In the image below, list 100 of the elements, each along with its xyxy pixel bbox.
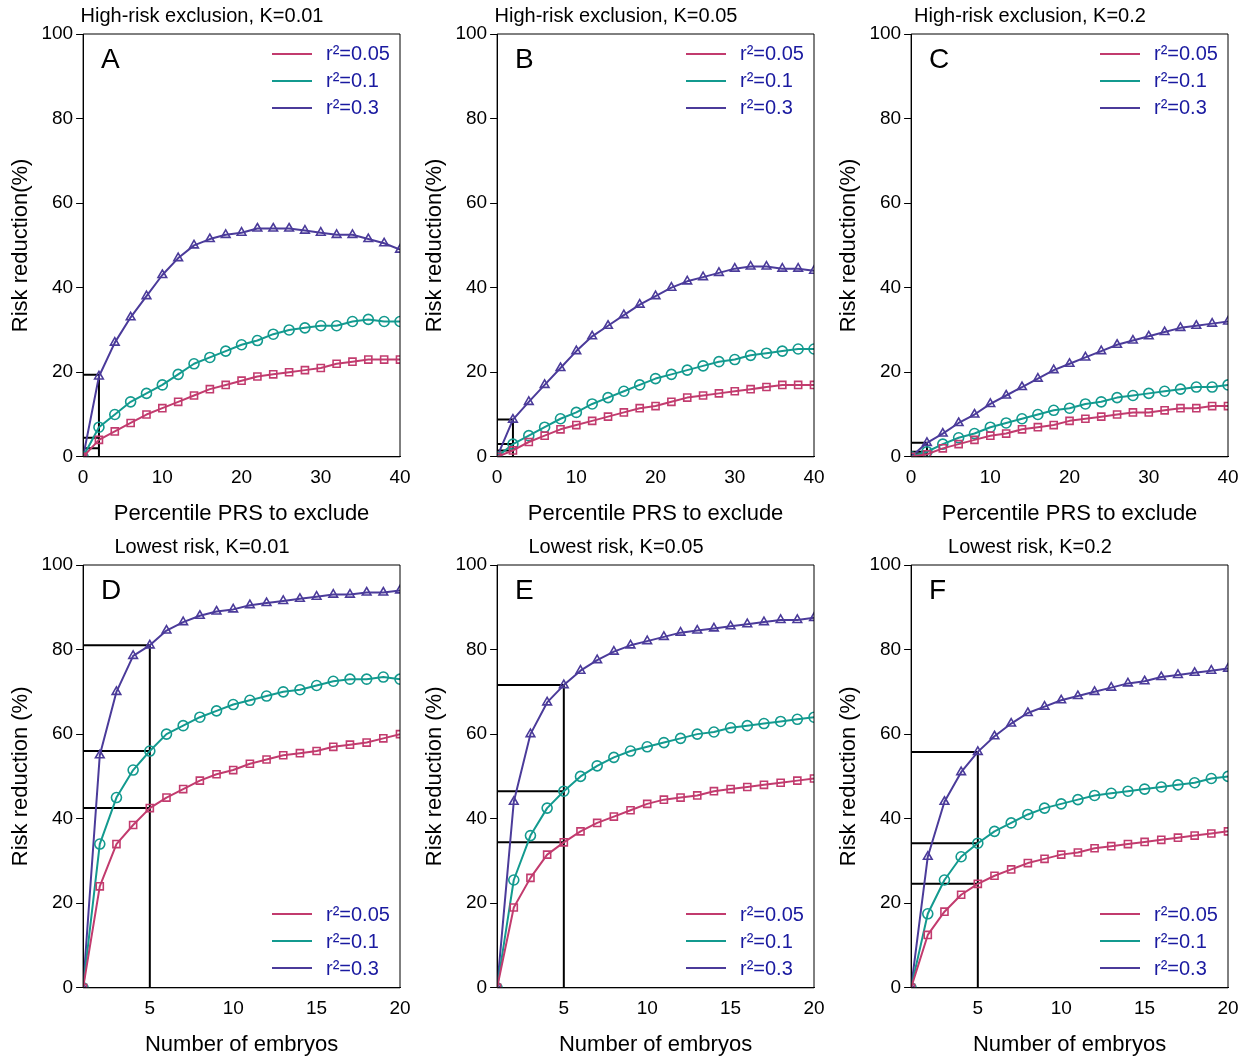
legend-label: r²=0.3 xyxy=(1154,955,1207,981)
y-tick-label: 0 xyxy=(476,976,488,998)
x-tick-label: 10 xyxy=(1050,997,1072,1019)
legend-label: r²=0.05 xyxy=(1154,901,1218,927)
x-tick-label: 15 xyxy=(306,997,328,1019)
y-tick-label: 80 xyxy=(51,106,74,128)
y-tick-label: 80 xyxy=(879,637,902,659)
y-tick-label: 60 xyxy=(465,191,488,213)
x-tick-label: 30 xyxy=(1138,466,1160,488)
x-tick-label: 10 xyxy=(151,466,173,488)
x-tick-label: 30 xyxy=(724,466,746,488)
x-tick-label: 5 xyxy=(144,997,156,1019)
y-axis-title: Risk reduction (%) xyxy=(421,686,447,867)
y-tick-label: 40 xyxy=(879,275,902,297)
chart-title: Lowest risk, K=0.01 xyxy=(114,534,290,557)
annotation: C xyxy=(929,42,950,74)
legend-label: r²=0.05 xyxy=(326,41,390,66)
legend-label: r²=0.1 xyxy=(1154,68,1207,93)
y-tick-label: 0 xyxy=(62,976,74,998)
y-axis-title: Risk reduction(%) xyxy=(835,158,861,333)
x-axis-title: Percentile PRS to exclude xyxy=(941,499,1198,525)
x-axis-title: Number of embryos xyxy=(144,1030,339,1056)
y-tick-label: 80 xyxy=(465,637,488,659)
x-axis-title: Percentile PRS to exclude xyxy=(113,499,370,525)
legend-label: r²=0.05 xyxy=(326,901,390,927)
x-tick-label: 0 xyxy=(491,466,503,488)
x-tick-label: 20 xyxy=(803,997,825,1019)
legend-label: r²=0.1 xyxy=(1154,928,1207,954)
y-tick-label: 20 xyxy=(51,891,74,913)
y-tick-label: 60 xyxy=(879,191,902,213)
x-tick-label: 5 xyxy=(972,997,984,1019)
y-tick-label: 0 xyxy=(476,445,488,467)
legend-label: r²=0.3 xyxy=(1154,95,1207,120)
y-tick-label: 100 xyxy=(869,553,902,575)
legend-label: r²=0.05 xyxy=(1154,41,1218,66)
x-tick-label: 30 xyxy=(310,466,332,488)
x-tick-label: 20 xyxy=(1217,997,1239,1019)
y-tick-label: 40 xyxy=(51,806,74,828)
y-tick-label: 40 xyxy=(465,806,488,828)
y-axis-title: Risk reduction(%) xyxy=(7,158,33,333)
legend-label: r²=0.3 xyxy=(740,95,793,120)
annotation: F xyxy=(929,573,947,605)
x-tick-label: 40 xyxy=(803,466,825,488)
y-tick-label: 100 xyxy=(455,22,488,44)
x-axis-title: Number of embryos xyxy=(558,1030,753,1056)
y-axis-title: Risk reduction (%) xyxy=(7,686,33,867)
x-tick-label: 20 xyxy=(644,466,667,488)
legend-label: r²=0.05 xyxy=(740,901,804,927)
chart-title: Lowest risk, K=0.05 xyxy=(528,534,704,557)
y-tick-label: 80 xyxy=(879,106,902,128)
y-tick-label: 40 xyxy=(465,275,488,297)
y-axis-title: Risk reduction (%) xyxy=(835,686,861,867)
x-tick-label: 20 xyxy=(230,466,253,488)
x-tick-label: 10 xyxy=(636,997,658,1019)
y-tick-label: 40 xyxy=(879,806,902,828)
y-tick-label: 0 xyxy=(890,976,902,998)
y-tick-label: 100 xyxy=(41,22,74,44)
chart-title: Lowest risk, K=0.2 xyxy=(948,534,1112,557)
y-tick-label: 80 xyxy=(51,637,74,659)
x-tick-label: 10 xyxy=(222,997,244,1019)
x-tick-label: 0 xyxy=(77,466,89,488)
chart-title: High-risk exclusion, K=0.01 xyxy=(80,3,324,26)
x-tick-label: 15 xyxy=(1134,997,1156,1019)
y-tick-label: 60 xyxy=(879,722,902,744)
y-tick-label: 60 xyxy=(51,191,74,213)
y-tick-label: 60 xyxy=(465,722,488,744)
y-tick-label: 20 xyxy=(51,360,74,382)
y-tick-label: 0 xyxy=(62,445,74,467)
y-tick-label: 40 xyxy=(51,275,74,297)
legend-label: r²=0.3 xyxy=(326,95,379,120)
x-tick-label: 20 xyxy=(1058,466,1081,488)
x-tick-label: 10 xyxy=(565,466,587,488)
annotation: D xyxy=(101,573,122,605)
legend-label: r²=0.05 xyxy=(740,41,804,66)
y-tick-label: 60 xyxy=(51,722,74,744)
x-tick-label: 40 xyxy=(1217,466,1239,488)
chart-title: High-risk exclusion, K=0.05 xyxy=(494,3,738,26)
chart-title: High-risk exclusion, K=0.2 xyxy=(914,3,1146,26)
legend-label: r²=0.1 xyxy=(740,928,793,954)
annotation: A xyxy=(101,42,121,74)
y-axis-title: Risk reduction(%) xyxy=(421,158,447,333)
y-tick-label: 20 xyxy=(879,360,902,382)
y-tick-label: 20 xyxy=(465,360,488,382)
x-axis-title: Percentile PRS to exclude xyxy=(527,499,784,525)
x-tick-label: 5 xyxy=(558,997,570,1019)
y-tick-label: 20 xyxy=(879,891,902,913)
x-tick-label: 40 xyxy=(389,466,411,488)
x-axis-title: Number of embryos xyxy=(972,1030,1167,1056)
y-tick-label: 80 xyxy=(465,106,488,128)
legend-label: r²=0.3 xyxy=(326,955,379,981)
x-tick-label: 20 xyxy=(389,997,411,1019)
x-tick-label: 15 xyxy=(720,997,742,1019)
y-tick-label: 100 xyxy=(869,22,902,44)
y-tick-label: 100 xyxy=(455,553,488,575)
legend-label: r²=0.1 xyxy=(326,928,379,954)
legend-label: r²=0.1 xyxy=(740,68,793,93)
y-tick-label: 100 xyxy=(41,553,74,575)
x-tick-label: 0 xyxy=(905,466,917,488)
annotation: B xyxy=(515,42,534,74)
annotation: E xyxy=(515,573,534,605)
